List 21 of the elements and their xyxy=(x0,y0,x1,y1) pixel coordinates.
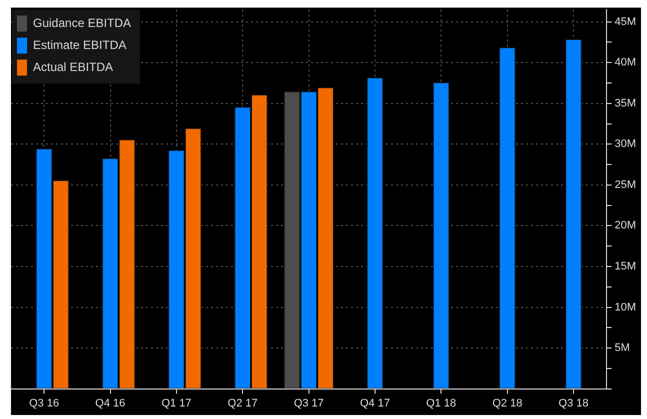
y-tick-label: 20M xyxy=(614,220,636,232)
y-tick-label: 15M xyxy=(614,260,636,273)
x-tick-label: Q4 16 xyxy=(95,397,126,410)
y-tick-label: 10M xyxy=(614,301,636,314)
x-tick-label: Q4 17 xyxy=(360,397,390,410)
x-tick-label: Q3 18 xyxy=(558,397,588,410)
legend-label: Actual EBITDA xyxy=(33,60,114,74)
y-tick-label: 35M xyxy=(614,97,636,110)
y-tick-label: 30M xyxy=(614,138,636,150)
x-tick-label: Q2 17 xyxy=(228,397,258,410)
legend-label: Guidance EBITDA xyxy=(33,16,132,30)
x-tick-label: Q2 18 xyxy=(492,397,522,410)
x-tick-label: Q3 16 xyxy=(29,397,60,410)
x-tick-label: Q1 17 xyxy=(161,397,192,410)
y-tick-label: 40M xyxy=(614,56,636,69)
x-tick-label: Q1 18 xyxy=(426,397,456,410)
legend-label: Estimate EBITDA xyxy=(33,38,126,52)
x-tick-label: Q3 17 xyxy=(294,397,324,410)
y-tick-label: 5M xyxy=(614,342,630,354)
y-tick-label: 25M xyxy=(614,178,636,191)
y-tick-label: 45M xyxy=(614,16,636,28)
